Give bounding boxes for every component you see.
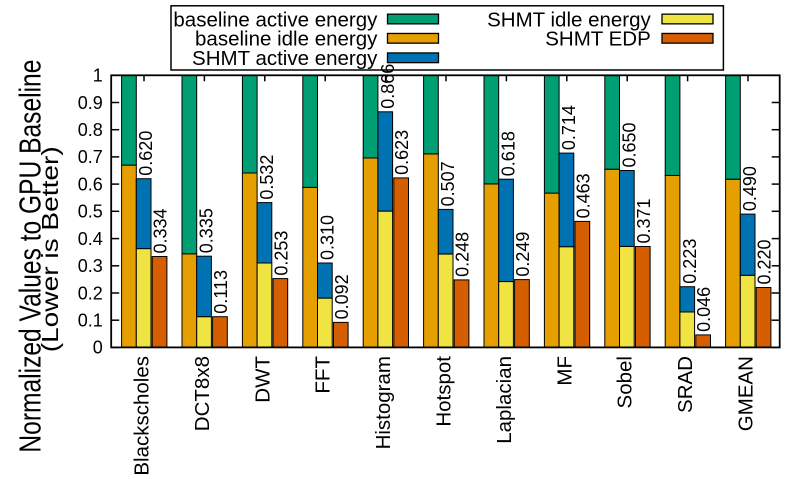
svg-text:0.532: 0.532 [257, 155, 277, 200]
svg-text:0.507: 0.507 [438, 161, 458, 206]
svg-text:0.1: 0.1 [78, 311, 103, 331]
svg-text:SRAD: SRAD [674, 356, 697, 413]
svg-text:0: 0 [93, 338, 103, 358]
svg-text:Blackscholes: Blackscholes [131, 356, 154, 474]
svg-text:baseline active energy: baseline active energy [173, 8, 378, 31]
svg-text:0.7: 0.7 [78, 147, 103, 167]
svg-text:baseline idle energy: baseline idle energy [195, 28, 378, 51]
svg-text:0.310: 0.310 [317, 215, 337, 260]
svg-text:GMEAN: GMEAN [735, 356, 758, 431]
svg-text:0.248: 0.248 [453, 232, 473, 277]
svg-text:FFT: FFT [312, 356, 335, 394]
svg-text:Normalized Values to GPU Basel: Normalized Values to GPU Baseline [13, 60, 47, 453]
svg-text:0.4: 0.4 [78, 229, 103, 249]
svg-text:0.618: 0.618 [499, 131, 519, 176]
svg-text:0.220: 0.220 [755, 239, 775, 284]
svg-text:0.334: 0.334 [151, 208, 171, 253]
svg-text:0.6: 0.6 [78, 174, 103, 194]
svg-text:DCT8x8: DCT8x8 [191, 356, 214, 431]
svg-text:0.253: 0.253 [271, 231, 291, 276]
svg-text:SHMT active energy: SHMT active energy [192, 47, 378, 70]
svg-text:1: 1 [93, 66, 103, 86]
svg-text:0.335: 0.335 [197, 208, 217, 253]
svg-text:0.249: 0.249 [513, 232, 533, 277]
svg-text:SHMT EDP: SHMT EDP [545, 28, 651, 51]
svg-text:0.3: 0.3 [78, 256, 103, 276]
svg-text:0.046: 0.046 [694, 287, 714, 332]
svg-text:Histogram: Histogram [372, 356, 395, 449]
svg-text:0.113: 0.113 [211, 270, 231, 314]
svg-text:0.714: 0.714 [559, 105, 579, 150]
svg-text:0.2: 0.2 [78, 283, 103, 303]
svg-text:0.463: 0.463 [573, 173, 593, 218]
svg-text:DWT: DWT [251, 356, 274, 403]
svg-text:0.490: 0.490 [740, 166, 760, 211]
svg-text:0.5: 0.5 [78, 202, 103, 222]
svg-text:0.223: 0.223 [680, 239, 700, 284]
svg-text:0.8: 0.8 [78, 120, 103, 140]
svg-text:SHMT idle energy: SHMT idle energy [487, 8, 651, 31]
svg-text:0.620: 0.620 [136, 131, 156, 176]
svg-text:Laplacian: Laplacian [493, 356, 516, 444]
svg-text:Hotspot: Hotspot [433, 356, 456, 427]
svg-text:0.9: 0.9 [78, 93, 103, 113]
svg-text:0.623: 0.623 [392, 130, 412, 175]
svg-text:0.866: 0.866 [378, 64, 398, 109]
svg-text:0.650: 0.650 [619, 122, 639, 167]
svg-text:(Lower is Better): (Lower is Better) [38, 146, 64, 352]
svg-text:0.092: 0.092 [332, 274, 352, 319]
svg-text:MF: MF [553, 356, 576, 386]
svg-text:Sobel: Sobel [614, 356, 637, 408]
svg-text:0.371: 0.371 [634, 198, 654, 243]
